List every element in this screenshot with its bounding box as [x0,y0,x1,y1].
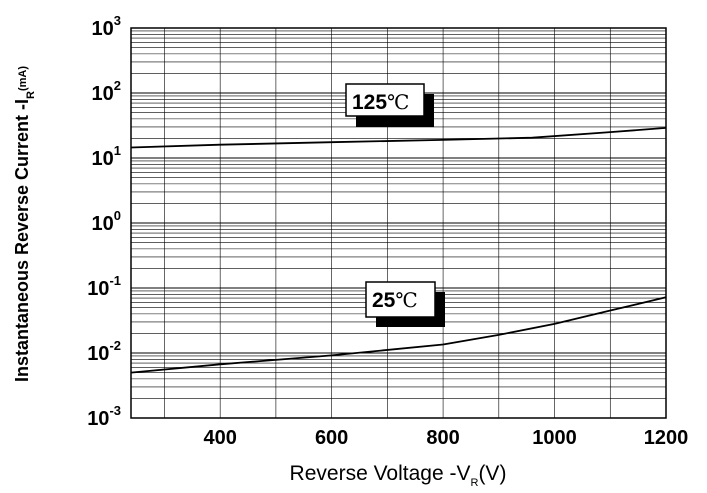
x-tick-labels: 400 600 800 1000 1200 [203,427,688,449]
y-tick-label: 10-2 [87,338,121,365]
series-label-25c-text: 25℃ [372,288,418,312]
y-axis-title: Instantaneous Reverse Current -IR(mA) [12,66,37,382]
series-line-0 [130,127,667,149]
x-tick-label: 600 [315,427,348,449]
y-tick-label: 10-1 [87,273,121,300]
x-tick-label: 400 [203,427,236,449]
y-tick-labels: 103 102 101 100 10-1 10-2 10-3 [87,13,121,430]
y-tick-label: 10-3 [87,403,121,430]
series-label-125c-box [345,83,425,117]
y-tick-label: 100 [92,208,121,235]
series-label-25c-box [365,281,436,318]
x-axis-title: Reverse Voltage -VR(V) [290,462,507,489]
series-label-25c: 25℃ [365,281,445,327]
y-tick-label: 101 [92,143,121,170]
series-line-1 [130,296,667,374]
x-tick-label: 800 [426,427,459,449]
plot-frame [130,27,667,419]
major-grid [131,92,666,419]
series-lines [130,127,667,374]
y-tick-label: 102 [92,78,121,105]
series-label-125c: 125℃ [345,83,434,127]
y-tick-label: 103 [92,13,121,40]
x-tick-label: 1000 [532,427,577,449]
series-label-125c-text: 125℃ [352,90,409,114]
x-tick-label: 1200 [644,427,689,449]
